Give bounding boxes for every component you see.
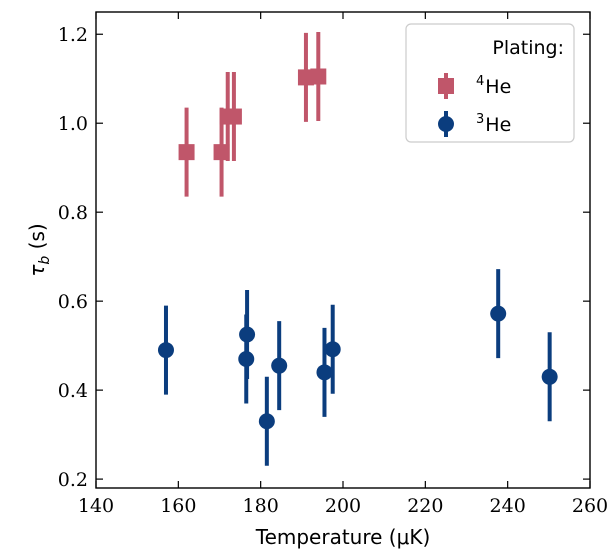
x-tick-label: 200 — [325, 495, 361, 517]
data-point-circle — [324, 341, 341, 358]
y-tick-label: 0.4 — [58, 380, 88, 402]
legend-label-superscript: 3 — [476, 112, 484, 127]
x-tick-label: 180 — [243, 495, 279, 517]
plot-area — [157, 32, 558, 466]
y-axis-title: τb (s) — [25, 223, 53, 276]
data-point-circle — [316, 364, 333, 381]
data-point-square — [213, 144, 230, 161]
data-point-circle — [239, 326, 256, 343]
data-point-square — [297, 69, 314, 86]
y-tick-label: 0.6 — [58, 291, 88, 313]
y-axis-title-subscript: b — [37, 256, 53, 265]
data-point-circle — [541, 368, 558, 385]
x-tick-label: 260 — [572, 495, 608, 517]
data-point-square — [225, 108, 242, 125]
data-point-square — [310, 68, 327, 85]
x-tick-label: 220 — [407, 495, 443, 517]
y-axis-title-unit: (s) — [25, 223, 49, 255]
series-3He — [157, 269, 558, 466]
data-point-circle — [258, 413, 275, 430]
data-point-square — [178, 144, 195, 161]
x-tick-label: 140 — [78, 495, 114, 517]
y-axis-title-symbol: τ — [25, 264, 49, 277]
x-tick-label: 160 — [160, 495, 196, 517]
data-point-circle — [271, 357, 288, 374]
data-point-circle — [490, 305, 507, 322]
y-tick-label: 0.8 — [58, 202, 88, 224]
y-tick-label: 1.0 — [58, 113, 88, 135]
legend-marker-circle — [438, 116, 454, 132]
axes: 140 160 180 200 220 240 260 0.2 0.4 0.6 0.8 1.0 1.2 T… — [25, 11, 608, 549]
data-point-circle — [157, 342, 174, 359]
x-axis-title: Temperature (μK) — [255, 525, 431, 549]
y-tick-label: 1.2 — [58, 24, 88, 46]
legend-label-superscript: 4 — [476, 74, 484, 89]
series-4He — [178, 32, 327, 197]
legend-label-base: He — [485, 76, 511, 98]
y-axis-title-group: τb (s) — [25, 223, 53, 276]
y-tick-label: 0.2 — [58, 469, 88, 491]
legend-marker-square — [438, 78, 454, 94]
legend-label: 3He — [476, 112, 511, 136]
legend-title: Plating: — [492, 37, 564, 59]
legend-label: 4He — [476, 74, 511, 98]
x-tick-label: 240 — [490, 495, 526, 517]
legend-label-base: He — [485, 114, 511, 136]
